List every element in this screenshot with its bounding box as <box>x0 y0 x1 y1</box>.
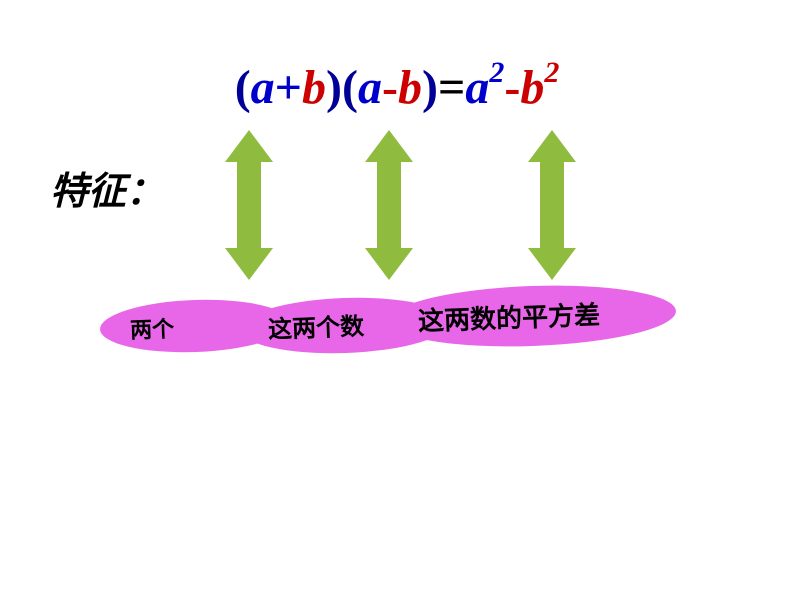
var-b-1: b <box>302 61 326 114</box>
exp-a: 2 <box>489 56 504 89</box>
bubble-text-3: 这两数的平方差 <box>417 295 600 338</box>
formula-expression: (a+b)(a-b)=a2-b2 <box>235 60 560 115</box>
lparen-2: ( <box>342 61 358 114</box>
arrow-1 <box>219 130 279 285</box>
double-arrow-icon <box>359 130 419 280</box>
lparen-1: ( <box>235 61 251 114</box>
var-a-3: a <box>465 61 489 114</box>
var-a-2: a <box>358 61 382 114</box>
bubble-text-1: 两个 <box>129 311 174 345</box>
equals-sign: = <box>438 61 465 114</box>
minus-sign-1: - <box>382 61 398 114</box>
arrow-3 <box>522 130 582 285</box>
bubble-row: 两个 这两个数 这两数的平方差 <box>100 290 680 360</box>
double-arrow-icon <box>219 130 279 280</box>
arrow-2 <box>359 130 419 285</box>
rparen-2: ) <box>422 61 438 114</box>
var-b-3: b <box>520 61 544 114</box>
double-arrow-icon <box>522 130 582 280</box>
bubble-text-2: 这两个数 <box>267 306 364 344</box>
rparen-1: ) <box>326 61 342 114</box>
var-b-2: b <box>398 61 422 114</box>
feature-label: 特征： <box>50 160 164 215</box>
minus-sign-2: - <box>504 61 520 114</box>
var-a-1: a <box>251 61 275 114</box>
exp-b: 2 <box>544 56 559 89</box>
plus-sign: + <box>275 61 302 114</box>
